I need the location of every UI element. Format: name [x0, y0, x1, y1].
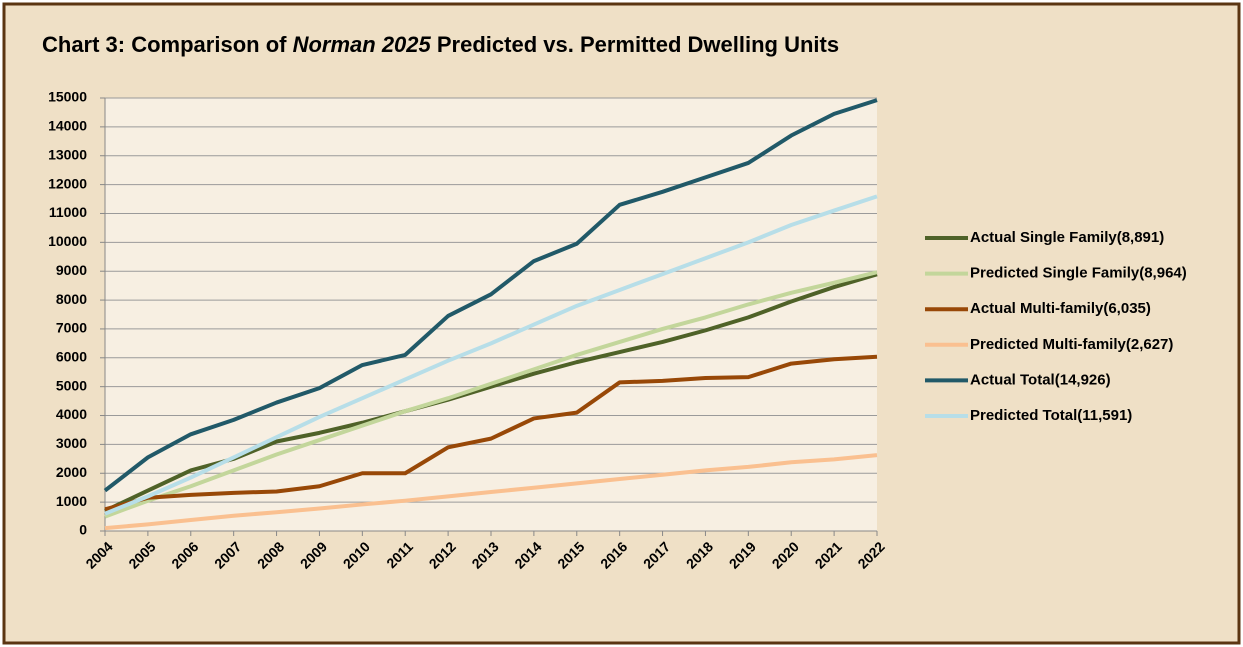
series-line	[103, 98, 878, 493]
legend-label: Predicted Single Family(8,964)	[970, 265, 1187, 282]
y-tick-label: 15000	[48, 89, 87, 105]
chart-title: Chart 3: Comparison of Norman 2025 Predi…	[42, 32, 839, 57]
y-tick-label: 5000	[56, 377, 87, 393]
y-tick-label: 9000	[56, 262, 87, 278]
y-tick-label: 14000	[48, 118, 87, 134]
legend-label: Actual Multi-family(6,035)	[970, 300, 1151, 317]
y-tick-label: 12000	[48, 175, 87, 191]
title-part: Chart 3: Comparison of	[42, 32, 293, 57]
y-tick-label: 7000	[56, 320, 87, 336]
legend-label: Actual Single Family(8,891)	[970, 229, 1164, 246]
y-tick-label: 2000	[56, 464, 87, 480]
y-tick-label: 13000	[48, 146, 87, 162]
y-tick-label: 10000	[48, 233, 87, 249]
title-part: Predicted vs. Permitted Dwelling Units	[431, 32, 839, 57]
y-tick-label: 4000	[56, 406, 87, 422]
legend-label: Actual Total(14,926)	[970, 371, 1111, 388]
legend-label: Predicted Multi-family(2,627)	[970, 336, 1173, 353]
series-line	[104, 453, 878, 531]
y-tick-label: 1000	[56, 493, 87, 509]
y-tick-label: 6000	[56, 349, 87, 365]
legend-label: Predicted Total(11,591)	[970, 407, 1132, 424]
series-line	[104, 270, 878, 519]
series-line	[104, 354, 878, 512]
series-line	[104, 194, 878, 516]
y-tick-label: 3000	[56, 435, 87, 451]
title-part: Norman 2025	[293, 32, 432, 57]
y-tick-label: 8000	[56, 291, 87, 307]
y-tick-label: 0	[79, 522, 87, 538]
y-tick-label: 11000	[49, 204, 87, 220]
